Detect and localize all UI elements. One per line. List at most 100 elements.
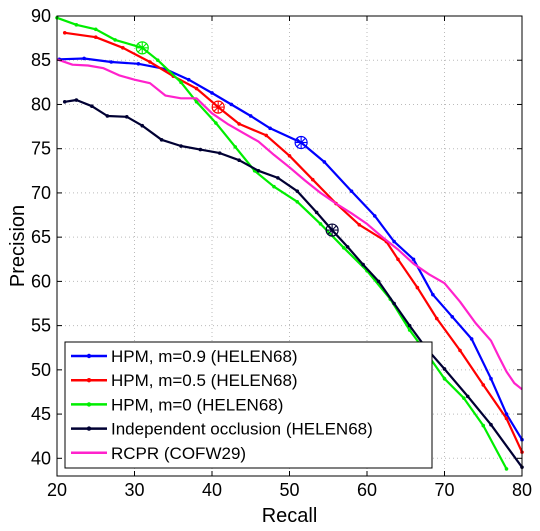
data-point <box>357 222 362 227</box>
data-point <box>210 91 214 95</box>
legend: HPM, m=0.9 (HELEN68) HPM, m=0.5 (HELEN68)… <box>64 341 433 469</box>
data-point <box>504 467 509 471</box>
data-point <box>434 316 439 321</box>
legend-swatch-dot <box>86 426 92 431</box>
data-point <box>74 98 79 102</box>
y-tick-label: 80 <box>31 94 51 114</box>
data-point <box>124 115 129 119</box>
data-point <box>233 145 238 149</box>
y-tick-label: 45 <box>31 404 51 424</box>
series-5 <box>56 58 523 391</box>
data-point <box>148 60 152 64</box>
data-point <box>396 257 400 262</box>
data-point <box>504 412 509 416</box>
data-point <box>407 328 412 332</box>
data-point <box>489 422 493 427</box>
legend-item: HPM, m=0.5 (HELEN68) <box>71 371 298 390</box>
legend-label: RCPR (COFW29) <box>111 444 246 463</box>
marker-cross-d2 <box>213 102 223 112</box>
operating-point-marker <box>135 41 149 55</box>
data-point <box>481 423 486 428</box>
data-point <box>140 123 145 128</box>
data-point <box>62 31 67 35</box>
legend-label: Independent occlusion (HELEN68) <box>111 420 373 439</box>
marker-cross-d2 <box>296 137 306 148</box>
data-point <box>136 61 141 66</box>
data-point <box>179 80 183 85</box>
data-point <box>217 151 222 155</box>
data-point <box>74 23 79 27</box>
data-point <box>341 245 346 250</box>
data-point <box>287 153 292 158</box>
y-tick-label: 60 <box>31 271 51 291</box>
data-point <box>121 46 125 50</box>
data-point <box>314 210 319 215</box>
data-point <box>155 58 160 63</box>
data-point <box>318 222 323 226</box>
legend-swatch-dot <box>86 402 92 407</box>
data-point <box>159 138 164 142</box>
data-point <box>361 262 365 267</box>
marker-cross-d2 <box>327 225 337 235</box>
legend-item: RCPR (COFW29) <box>71 444 246 463</box>
legend-label: HPM, m=0.9 (HELEN68) <box>111 347 298 366</box>
data-point <box>372 214 377 218</box>
x-tick-label: 80 <box>512 480 532 500</box>
data-point <box>442 367 447 371</box>
data-point <box>256 169 261 173</box>
data-point <box>109 60 114 64</box>
x-tick-label: 70 <box>434 480 454 500</box>
y-tick-label: 55 <box>31 316 51 336</box>
data-point <box>462 396 466 400</box>
data-point <box>268 126 272 131</box>
legend-box <box>64 341 433 469</box>
data-point <box>93 35 98 40</box>
data-point <box>450 314 455 319</box>
data-point <box>295 199 300 204</box>
data-point <box>82 56 86 61</box>
operating-point-marker <box>294 135 308 150</box>
y-tick-label: 90 <box>31 6 51 26</box>
data-point <box>198 147 203 152</box>
series-3 <box>55 15 509 471</box>
data-point <box>105 114 110 118</box>
data-point <box>186 77 191 82</box>
data-point <box>415 285 420 290</box>
legend-swatch-dot <box>86 353 92 359</box>
x-tick-label: 50 <box>279 480 299 500</box>
data-point <box>392 239 396 244</box>
data-point <box>345 245 350 249</box>
data-point <box>392 301 396 306</box>
data-point <box>465 394 470 399</box>
legend-item: HPM, m=0.9 (HELEN68) <box>71 347 298 366</box>
data-point <box>194 86 199 91</box>
data-point <box>194 100 199 104</box>
legend-label: HPM, m=0 (HELEN68) <box>111 395 283 414</box>
data-point <box>295 189 300 193</box>
x-axis-label: Recall <box>262 505 318 527</box>
data-point <box>442 376 447 381</box>
data-point <box>113 38 117 42</box>
data-point <box>93 27 98 32</box>
y-axis-label: Precision <box>7 205 29 287</box>
marker-cross-d2 <box>137 43 147 53</box>
data-point <box>90 104 94 109</box>
x-tick-label: 30 <box>124 480 144 500</box>
series-line <box>56 58 523 391</box>
data-point <box>276 176 280 180</box>
data-point <box>469 337 474 341</box>
data-point <box>179 144 183 148</box>
legend-label: HPM, m=0.5 (HELEN68) <box>111 371 298 390</box>
data-point <box>458 348 462 353</box>
x-tick-label: 20 <box>47 480 67 500</box>
y-tick-label: 75 <box>31 139 51 159</box>
x-tick-label: 60 <box>357 480 377 500</box>
y-tick-label: 85 <box>31 50 51 70</box>
legend-item: HPM, m=0 (HELEN68) <box>71 395 283 414</box>
data-point <box>310 177 315 182</box>
data-point <box>376 279 381 284</box>
data-point <box>322 160 327 164</box>
legend-item: Independent occlusion (HELEN68) <box>71 420 373 439</box>
y-tick-label: 65 <box>31 227 51 247</box>
data-point <box>229 102 234 107</box>
